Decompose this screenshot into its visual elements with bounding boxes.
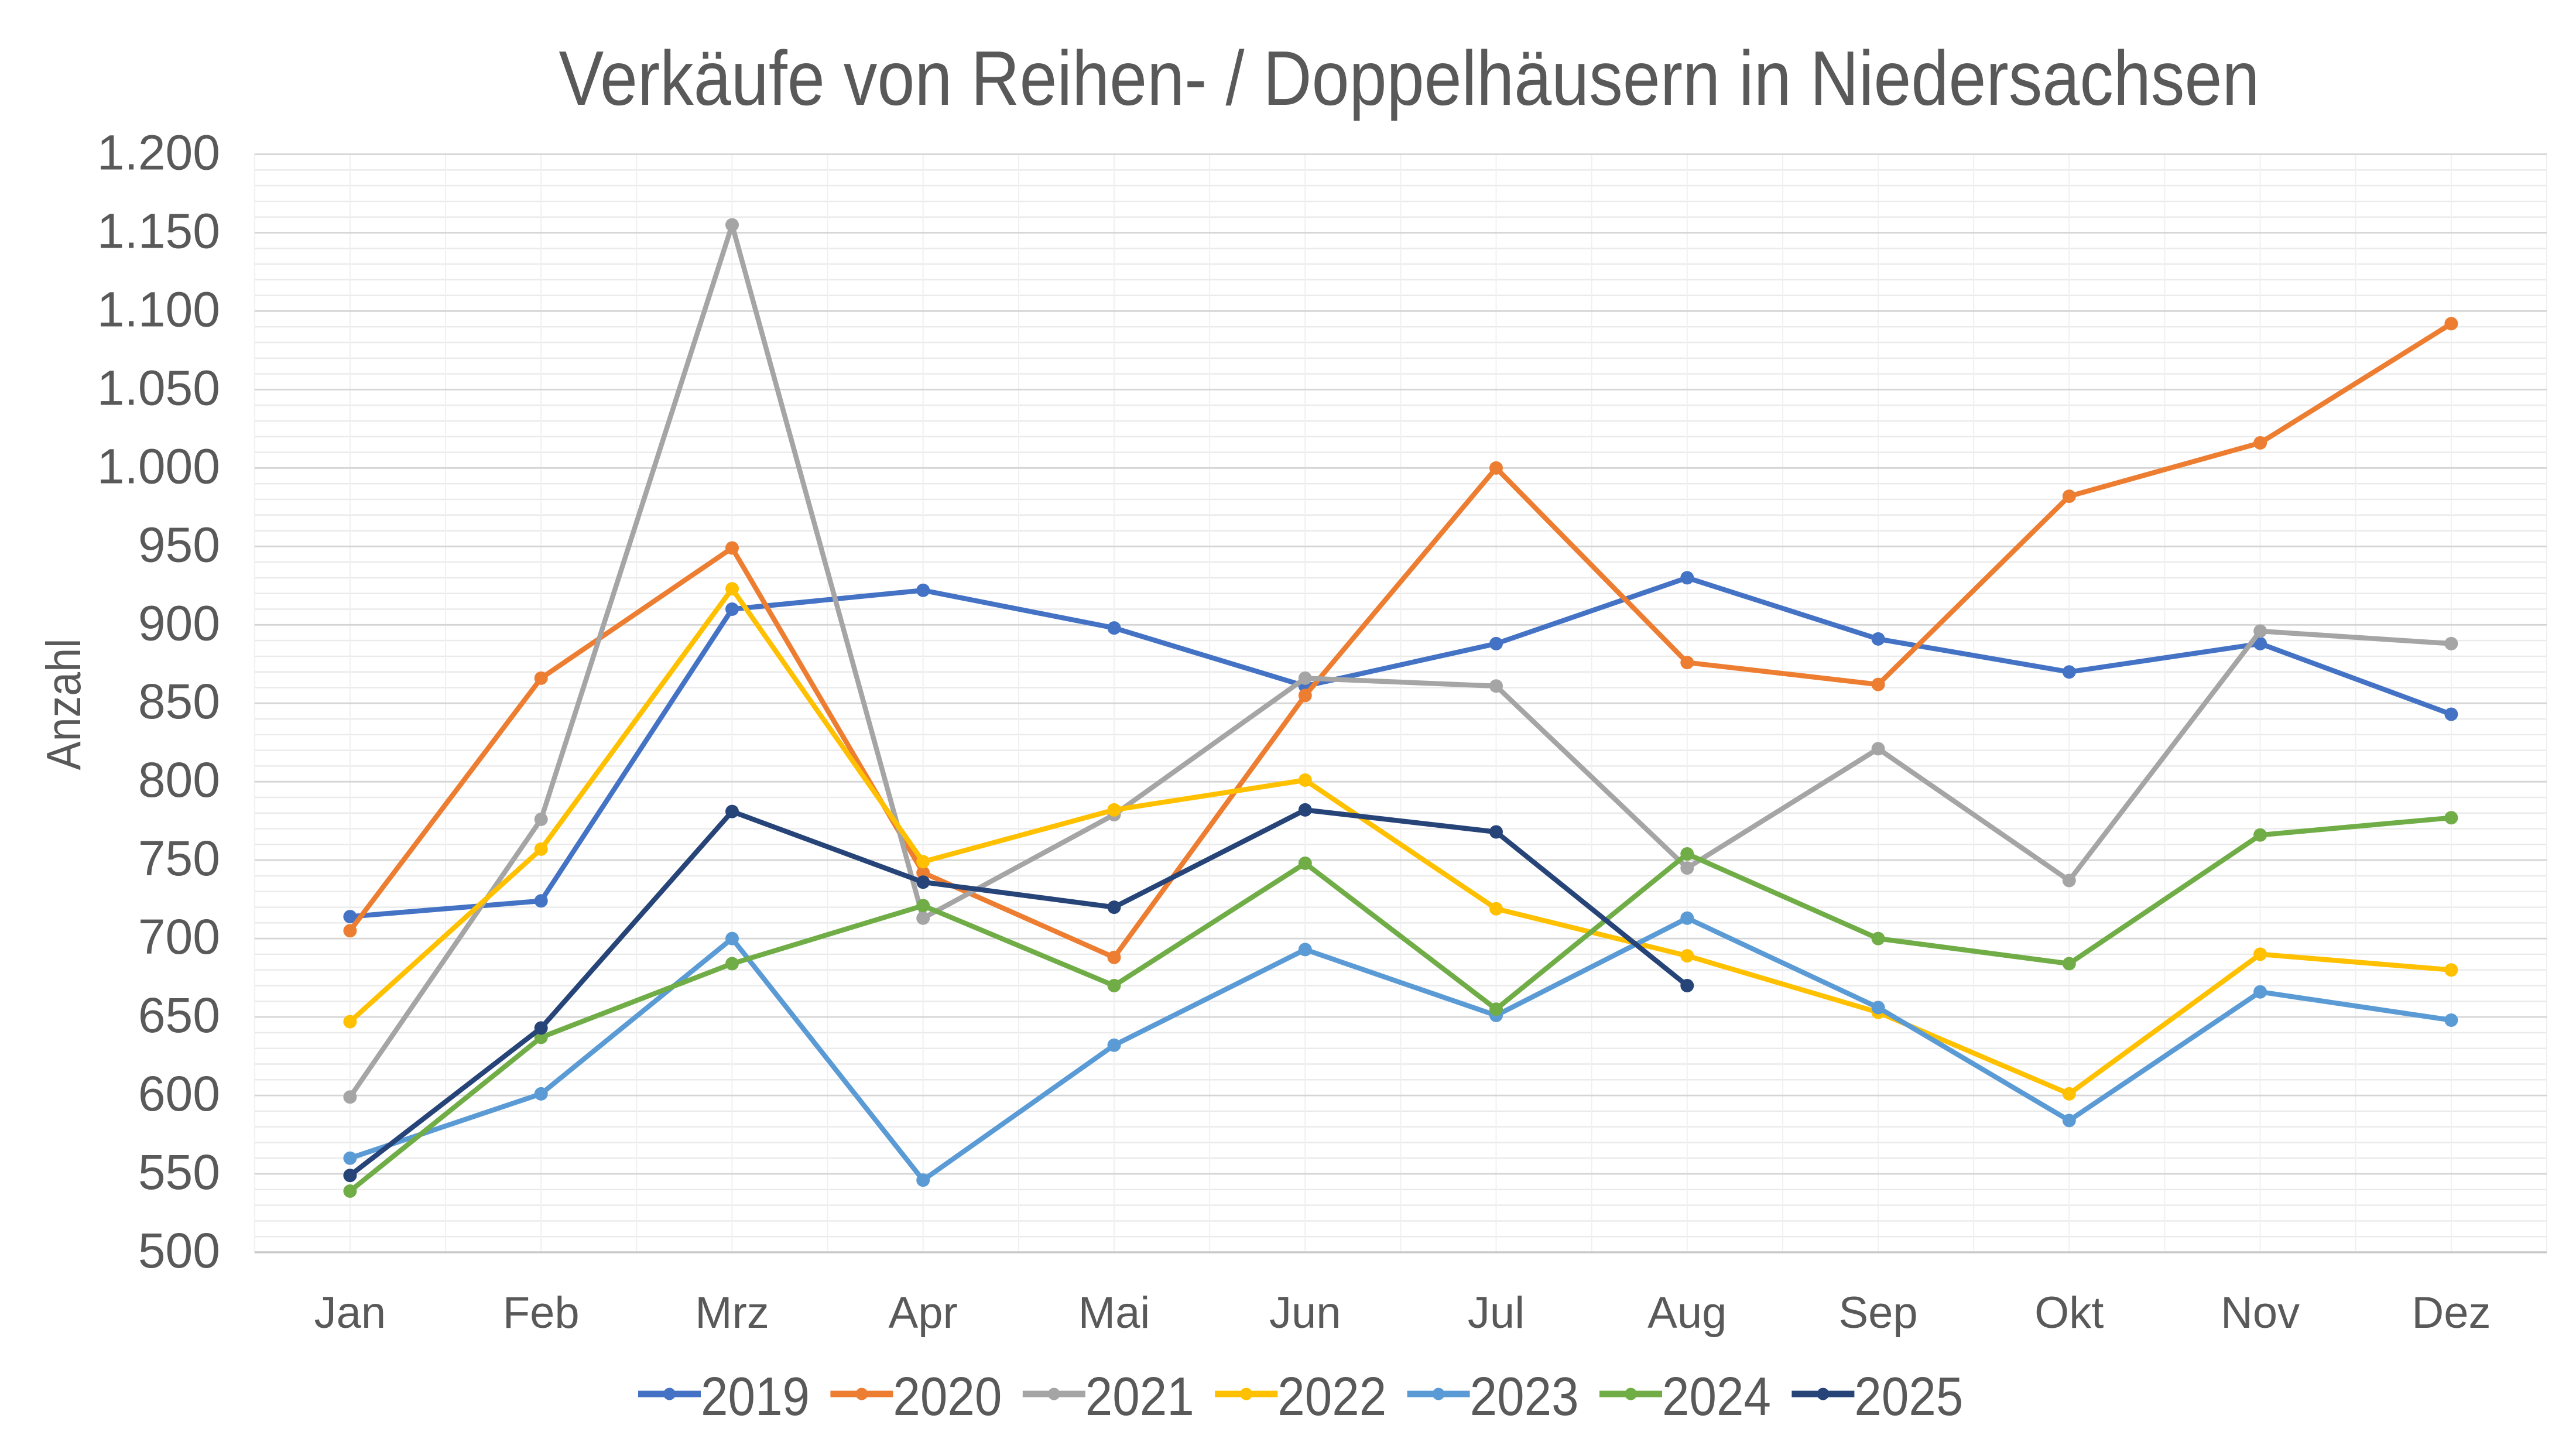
svg-text:2022: 2022: [1277, 1366, 1386, 1427]
svg-text:1.150: 1.150: [97, 204, 220, 259]
svg-text:Jul: Jul: [1468, 1288, 1525, 1338]
svg-text:500: 500: [138, 1223, 220, 1278]
svg-text:600: 600: [138, 1066, 220, 1121]
svg-text:Jan: Jan: [314, 1288, 386, 1338]
svg-text:Verkäufe von Reihen- / Doppelh: Verkäufe von Reihen- / Doppelhäusern in …: [559, 35, 2260, 121]
svg-text:800: 800: [138, 752, 220, 807]
svg-text:700: 700: [138, 909, 220, 964]
svg-text:2019: 2019: [701, 1366, 810, 1427]
svg-text:Apr: Apr: [889, 1288, 958, 1338]
svg-text:Aug: Aug: [1647, 1288, 1727, 1338]
svg-text:Jun: Jun: [1269, 1288, 1341, 1338]
svg-text:Dez: Dez: [2411, 1288, 2491, 1338]
svg-text:2021: 2021: [1085, 1366, 1194, 1427]
svg-text:900: 900: [138, 595, 220, 650]
svg-text:650: 650: [138, 988, 220, 1043]
svg-text:1.100: 1.100: [97, 282, 220, 337]
svg-text:Mrz: Mrz: [695, 1288, 769, 1338]
svg-text:1.050: 1.050: [97, 360, 220, 415]
svg-text:2023: 2023: [1470, 1366, 1579, 1427]
svg-text:850: 850: [138, 674, 220, 729]
svg-text:Mai: Mai: [1078, 1288, 1150, 1338]
svg-text:Anzahl: Anzahl: [36, 639, 91, 770]
svg-text:750: 750: [138, 831, 220, 886]
svg-text:Sep: Sep: [1838, 1288, 1917, 1338]
svg-text:Nov: Nov: [2221, 1288, 2300, 1338]
svg-text:950: 950: [138, 517, 220, 572]
svg-text:2025: 2025: [1854, 1366, 1963, 1427]
svg-text:1.200: 1.200: [97, 125, 220, 180]
svg-text:550: 550: [138, 1145, 220, 1200]
svg-text:2020: 2020: [893, 1366, 1002, 1427]
svg-text:Feb: Feb: [503, 1288, 580, 1338]
svg-text:1.000: 1.000: [97, 439, 220, 494]
svg-text:Okt: Okt: [2034, 1288, 2104, 1338]
svg-text:2024: 2024: [1662, 1366, 1771, 1427]
